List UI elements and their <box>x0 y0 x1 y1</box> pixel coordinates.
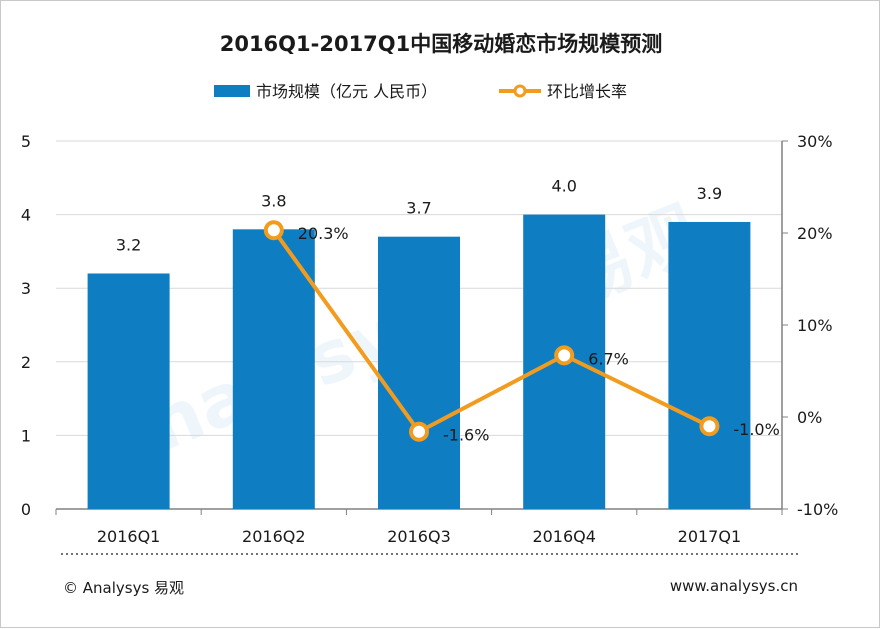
footer-copyright: © Analysys 易观 <box>63 579 184 597</box>
growth-rate-label: -1.6% <box>443 426 489 445</box>
x-tick-label: 2016Q3 <box>387 527 451 546</box>
growth-rate-line <box>272 229 711 434</box>
y-right-tick-label: 0% <box>797 408 822 427</box>
bar <box>232 229 315 509</box>
line-series <box>263 220 720 442</box>
axes: 0 1 2 3 4 5 -10% 0% 10% 20% 30% 2016Q1 2016Q2 2016Q3 2… <box>21 132 839 546</box>
legend-bar-swatch <box>214 85 250 97</box>
legend-line-marker <box>513 84 527 98</box>
y-left-tick-label: 5 <box>21 132 31 151</box>
x-tick-label: 2016Q1 <box>97 527 161 546</box>
legend-bar-label: 市场规模（亿元 人民币） <box>256 82 437 101</box>
bar-value-label: 3.9 <box>697 184 722 203</box>
x-tick-label: 2016Q4 <box>532 527 596 546</box>
growth-rate-point <box>554 345 575 366</box>
footer-website: www.analysys.cn <box>670 577 798 595</box>
y-right-tick-label: 10% <box>797 316 833 335</box>
y-right-tick-label: -10% <box>797 500 838 519</box>
bar <box>87 273 170 509</box>
bar <box>378 236 460 509</box>
growth-rate-label: -1.0% <box>733 420 779 439</box>
growth-rate-point <box>699 416 720 437</box>
bar-value-label: 3.2 <box>116 235 141 254</box>
legend-line-label: 环比增长率 <box>547 82 627 101</box>
y-left-tick-label: 0 <box>21 500 31 519</box>
y-left-tick-label: 4 <box>21 206 31 225</box>
legend: 市场规模（亿元 人民币） 环比增长率 <box>214 82 627 101</box>
y-left-tick-label: 2 <box>21 353 31 372</box>
y-left-tick-label: 1 <box>21 426 31 445</box>
bar-value-label: 3.8 <box>261 191 286 210</box>
chart-title: 2016Q1-2017Q1中国移动婚恋市场规模预测 <box>220 32 663 56</box>
bar <box>668 221 751 509</box>
y-left-tick-label: 3 <box>21 279 31 298</box>
x-tick-label: 2016Q2 <box>242 527 306 546</box>
y-right-tick-label: 30% <box>797 132 833 151</box>
x-tick-label: 2017Q1 <box>678 527 742 546</box>
bar-series <box>87 214 751 509</box>
y-right-tick-label: 20% <box>797 224 833 243</box>
bar-value-label: 4.0 <box>551 177 576 196</box>
bar-value-label: 3.7 <box>406 199 431 218</box>
growth-rate-label: 20.3% <box>298 224 349 243</box>
growth-rate-label: 6.7% <box>588 349 629 368</box>
growth-rate-point <box>409 421 429 442</box>
data-labels: 3.2 3.8 3.7 4.0 3.9 20.3% -1.6% 6.7% -1.0% <box>116 177 780 445</box>
growth-rate-point <box>263 220 284 241</box>
